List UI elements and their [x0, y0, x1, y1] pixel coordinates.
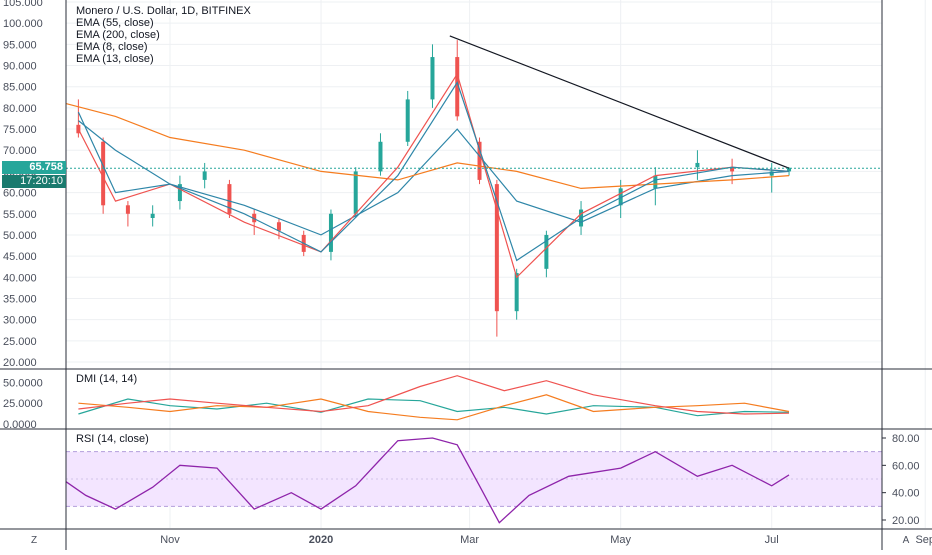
candle-body: [653, 175, 658, 189]
price-tick-label: 45.000: [3, 251, 37, 263]
indicator-lines: [65, 35, 882, 524]
candle-body: [101, 141, 106, 206]
axis-labels: 105.000 100.000 95.000 90.000 85.000 80.000 75…: [3, 0, 932, 546]
candle-body: [477, 141, 482, 180]
price-tick-label: 80.000: [3, 103, 37, 115]
candle-body: [276, 222, 281, 231]
rsi-tick-label: 40.00: [892, 488, 920, 500]
price-tick-label: 70.000: [3, 145, 37, 157]
candle-body: [177, 184, 182, 202]
candle-body: [494, 184, 499, 312]
candle-body: [544, 234, 549, 269]
rsi-tick-label: 20.00: [892, 515, 920, 527]
candle-body: [787, 168, 792, 172]
price-tick-label: 50.000: [3, 230, 37, 242]
dmi-tick-label: 25.0000: [3, 398, 43, 410]
ema13-legend: EMA (13, close): [76, 53, 154, 65]
chart-title: Monero / U.S. Dollar, 1D, BITFINEX: [76, 5, 251, 17]
candles: [76, 40, 792, 337]
candle-body: [730, 167, 735, 172]
price-tick-label: 20.000: [3, 357, 37, 369]
price-tick-label: 55.000: [3, 209, 37, 221]
dmi-legend: DMI (14, 14): [76, 373, 138, 385]
candle-body: [150, 213, 155, 218]
candle-body: [202, 171, 207, 180]
candle-body: [227, 184, 232, 214]
auto-scale-button[interactable]: A: [902, 535, 910, 546]
rsi-band: [66, 451, 882, 507]
dmi-tick-label: 0.0000: [3, 419, 37, 431]
price-tick-label: 105.000: [3, 0, 43, 9]
candle-body: [430, 57, 435, 100]
ema8-legend: EMA (8, close): [76, 41, 148, 53]
ema55-legend: EMA (55, close): [76, 17, 154, 29]
candle-body: [514, 273, 519, 312]
time-tick-label: Nov: [160, 534, 180, 546]
dmi-minus-line: [78, 394, 790, 421]
price-tick-label: 30.000: [3, 315, 37, 327]
ema200-line: [65, 103, 790, 190]
price-tick-label: 95.000: [3, 39, 37, 51]
price-tick-label: 90.000: [3, 61, 37, 73]
price-tick-label: 60.000: [3, 188, 37, 200]
candle-body: [455, 57, 460, 117]
time-tick-label: 2020: [309, 534, 333, 546]
adx-line: [78, 375, 790, 415]
candle-body: [405, 99, 410, 142]
ema8-line: [77, 72, 790, 279]
candle-body: [378, 141, 383, 172]
time-tick-label: Mar: [460, 534, 479, 546]
candle-body: [618, 188, 623, 206]
grid: [66, 0, 926, 528]
candle-body: [125, 205, 130, 214]
rsi-tick-label: 60.00: [892, 460, 920, 472]
ema13-line: [77, 81, 790, 262]
countdown-tag: 17:20:10: [2, 175, 66, 188]
price-tick-label: 85.000: [3, 82, 37, 94]
candle-body: [252, 213, 257, 223]
rsi-line: [65, 437, 790, 524]
rsi-tick-label: 80.00: [892, 433, 920, 445]
candle-body: [328, 213, 333, 252]
time-tick-label: May: [610, 534, 631, 546]
dmi-tick-label: 50.0000: [3, 377, 43, 389]
price-tick-label: 25.000: [3, 336, 37, 348]
rsi-legend: RSI (14, close): [76, 433, 149, 445]
legend: Monero / U.S. Dollar, 1D, BITFINEX EMA (…: [76, 5, 251, 65]
trendline: [449, 35, 790, 169]
price-tick-label: 100.000: [3, 18, 43, 30]
zoom-button[interactable]: Z: [30, 535, 38, 546]
ema55-line: [78, 120, 790, 236]
candle-body: [695, 162, 700, 168]
last-price-tag: 65.758: [2, 161, 66, 174]
time-tick-label: Sep: [915, 534, 932, 546]
time-tick-label: Jul: [765, 534, 779, 546]
dmi-plus-line: [78, 398, 790, 417]
price-tick-label: 35.000: [3, 293, 37, 305]
price-tick-label: 75.000: [3, 124, 37, 136]
candle-body: [769, 171, 774, 176]
candle-body: [76, 124, 81, 134]
price-tick-label: 40.000: [3, 272, 37, 284]
candle-body: [353, 171, 358, 214]
ema200-legend: EMA (200, close): [76, 29, 160, 41]
